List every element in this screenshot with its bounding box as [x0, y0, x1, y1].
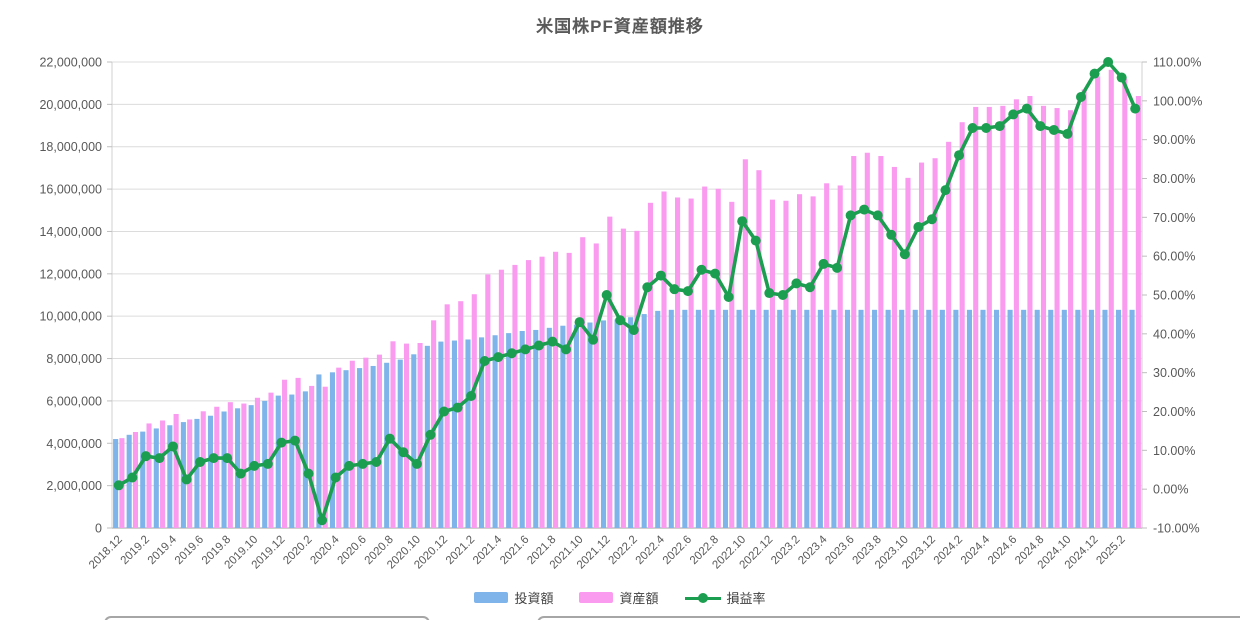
svg-text:80.00%: 80.00%	[1153, 172, 1195, 186]
svg-text:20,000,000: 20,000,000	[39, 98, 102, 112]
svg-text:2024.2: 2024.2	[932, 534, 965, 567]
svg-text:10.00%: 10.00%	[1153, 444, 1195, 458]
svg-text:22,000,000: 22,000,000	[39, 56, 102, 70]
svg-text:2020.2: 2020.2	[281, 534, 314, 567]
svg-text:2024.6: 2024.6	[986, 534, 1019, 567]
svg-text:2023.4: 2023.4	[796, 533, 830, 567]
legend-item-rate[interactable]: 損益率	[684, 588, 766, 607]
lower-object-edge-left	[104, 616, 430, 620]
legend-label-invest: 投資額	[514, 591, 554, 606]
svg-text:8,000,000: 8,000,000	[46, 352, 102, 366]
svg-text:16,000,000: 16,000,000	[39, 183, 102, 197]
legend-item-asset[interactable]: 資産額	[579, 588, 659, 607]
svg-text:2020.4: 2020.4	[308, 533, 342, 567]
legend-item-invest[interactable]: 投資額	[474, 588, 553, 607]
chart-title: 米国株PF資産額推移	[536, 17, 704, 36]
svg-text:2024.4: 2024.4	[959, 533, 993, 567]
svg-text:2021.4: 2021.4	[471, 533, 505, 567]
svg-text:30.00%: 30.00%	[1153, 366, 1195, 380]
svg-text:2022.4: 2022.4	[634, 533, 668, 567]
svg-text:2022.6: 2022.6	[661, 534, 694, 567]
invest-bar-swatch-icon	[474, 592, 509, 603]
rate-line-swatch-icon	[684, 592, 721, 604]
svg-text:2019.4: 2019.4	[146, 533, 180, 567]
combo-chart-canvas: 22,000,000 20,000,000 18,000,000 16,000,000…	[39, 56, 1202, 572]
svg-text:10,000,000: 10,000,000	[39, 310, 102, 324]
svg-text:40.00%: 40.00%	[1153, 327, 1195, 341]
asset-bar-swatch-icon	[579, 592, 614, 603]
legend-label-rate: 損益率	[726, 591, 766, 606]
svg-text:90.00%: 90.00%	[1153, 133, 1195, 147]
svg-text:4,000,000: 4,000,000	[46, 437, 102, 451]
svg-text:2025.2: 2025.2	[1094, 534, 1127, 567]
svg-text:2018.12: 2018.12	[87, 534, 125, 572]
svg-text:12,000,000: 12,000,000	[39, 267, 102, 281]
svg-text:2019.6: 2019.6	[173, 534, 206, 567]
svg-text:60.00%: 60.00%	[1153, 250, 1195, 264]
svg-text:20.00%: 20.00%	[1153, 405, 1195, 419]
lower-object-edge-right	[537, 616, 1240, 620]
svg-text:0.00%: 0.00%	[1153, 483, 1188, 497]
svg-text:110.00%: 110.00%	[1153, 56, 1201, 70]
svg-text:-10.00%: -10.00%	[1153, 522, 1200, 536]
svg-text:2023.2: 2023.2	[769, 534, 802, 567]
svg-text:2019.2: 2019.2	[119, 534, 152, 567]
chart-legend: 投資額 資産額 損益率	[0, 588, 1240, 607]
svg-text:6,000,000: 6,000,000	[46, 394, 102, 408]
svg-text:14,000,000: 14,000,000	[39, 225, 102, 239]
svg-text:2022.2: 2022.2	[607, 534, 640, 567]
svg-text:2020.6: 2020.6	[335, 534, 368, 567]
svg-text:70.00%: 70.00%	[1153, 211, 1195, 225]
svg-text:50.00%: 50.00%	[1153, 289, 1195, 303]
svg-text:18,000,000: 18,000,000	[39, 140, 102, 154]
svg-text:100.00%: 100.00%	[1153, 94, 1202, 108]
svg-text:2021.2: 2021.2	[444, 534, 477, 567]
svg-text:0: 0	[95, 522, 102, 536]
legend-label-asset: 資産額	[619, 591, 659, 606]
svg-text:2,000,000: 2,000,000	[46, 479, 102, 493]
svg-text:2021.6: 2021.6	[498, 534, 531, 567]
svg-text:2023.6: 2023.6	[823, 534, 856, 567]
